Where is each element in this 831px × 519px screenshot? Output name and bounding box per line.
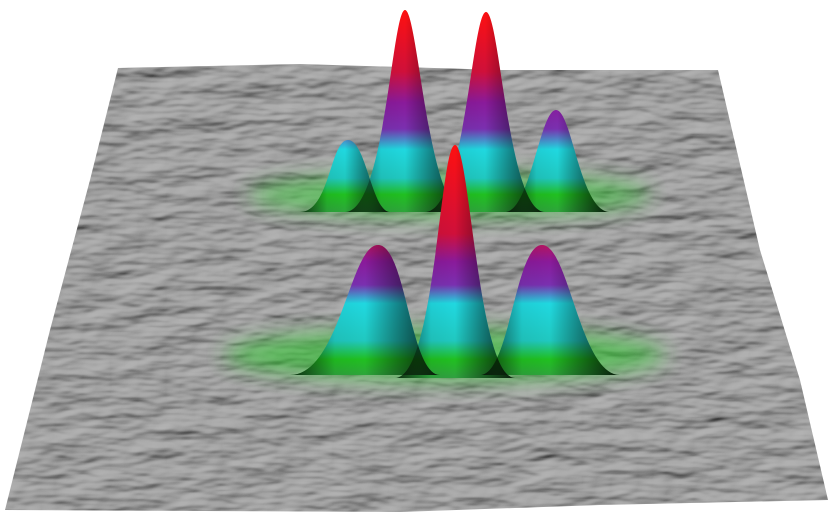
page: (() => { const data = JSON.parse(documen… — [0, 0, 831, 519]
surface-render — [0, 0, 831, 519]
